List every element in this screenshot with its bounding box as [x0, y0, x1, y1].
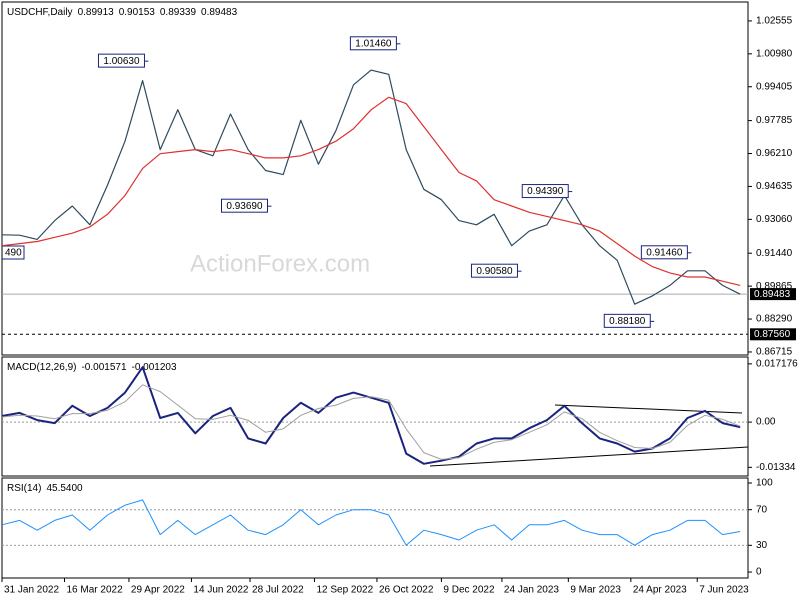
x-tick-label: 29 Apr 2022: [131, 585, 185, 596]
series-line: [1, 69, 741, 305]
y-tick-label: 30: [756, 540, 768, 551]
y-tick-label: 1.02555: [756, 16, 793, 27]
x-tick-label: 24 Apr 2023: [633, 585, 687, 596]
readout-value: -0.001571: [81, 362, 126, 373]
series-line: [1, 384, 741, 460]
y-tick-label: 0.91440: [756, 248, 793, 259]
x-tick-label: 16 Mar 2022: [66, 585, 123, 596]
y-tick-label: 0.88290: [756, 314, 793, 325]
trend-line: [554, 404, 743, 414]
x-tick-label: 26 Oct 2022: [379, 585, 434, 596]
x-tick-label: 9 Mar 2023: [570, 585, 621, 596]
y-tick-label: 0.93060: [756, 214, 793, 225]
panel-title: RSI(14) 45.5400: [7, 483, 83, 494]
level-label: 0.87560: [754, 329, 791, 340]
y-tick-label: 0: [756, 567, 762, 578]
price-annotation-label: 0.90580: [476, 266, 513, 277]
clipped-label: 490: [5, 248, 22, 259]
readout-value: 45.5400: [46, 483, 83, 494]
series-line: [1, 96, 741, 286]
price-annotation-label: 0.93690: [226, 201, 263, 212]
price-annotation-label: 1.01460: [355, 38, 392, 49]
y-tick-label: 0.94635: [756, 181, 793, 192]
x-tick-label: 31 Jan 2022: [4, 585, 59, 596]
x-tick-label: 28 Jul 2022: [252, 585, 304, 596]
panel-title: MACD(12,26,9) -0.001571 -0.001203: [7, 362, 177, 373]
watermark: ActionForex.com: [190, 250, 370, 277]
readout-value: 0.89339: [160, 7, 197, 18]
readout-value: -0.001203: [132, 362, 177, 373]
readout-value: 0.89913: [78, 7, 115, 18]
y-tick-label: 0.97785: [756, 115, 793, 126]
x-tick-label: 12 Sep 2022: [316, 585, 373, 596]
panel-title-text: RSI(14): [7, 483, 41, 494]
price-annotation-label: 1.00630: [103, 56, 140, 67]
trend-line: [429, 446, 749, 467]
y-tick-label: 70: [756, 504, 768, 515]
panel-title-text: USDCHF,Daily: [7, 7, 73, 18]
series-line: [1, 366, 741, 465]
price-annotation-label: 0.91460: [646, 247, 683, 258]
series-line: [1, 499, 741, 546]
panel-title-text: MACD(12,26,9): [7, 362, 76, 373]
level-label-box: [750, 328, 796, 341]
y-tick-label: 100: [756, 478, 773, 489]
readout-value: 0.90153: [119, 7, 156, 18]
x-tick-label: 9 Dec 2022: [443, 585, 495, 596]
y-tick-label: 0.89865: [756, 281, 793, 292]
y-tick-label: 0.86715: [756, 347, 793, 358]
x-tick-label: 24 Jan 2023: [504, 585, 559, 596]
price-annotation-label: 0.94390: [527, 186, 564, 197]
y-tick-label: 0.00: [756, 417, 776, 428]
x-tick-label: 7 Jun 2023: [699, 585, 749, 596]
y-tick-label: -0.01334: [756, 462, 796, 473]
y-tick-label: 0.99405: [756, 81, 793, 92]
current-price-box: [750, 288, 796, 301]
current-price-label: 0.89483: [754, 289, 791, 300]
x-tick-label: 14 Jun 2022: [193, 585, 248, 596]
price-annotation-label: 0.88180: [609, 316, 646, 327]
y-tick-label: 0.96210: [756, 148, 793, 159]
panel-title: USDCHF,Daily 0.89913 0.90153 0.89339 0.89483: [7, 7, 238, 18]
readout-value: 0.89483: [201, 7, 238, 18]
y-tick-label: 0.017176: [756, 359, 798, 370]
y-tick-label: 1.00980: [756, 48, 793, 59]
